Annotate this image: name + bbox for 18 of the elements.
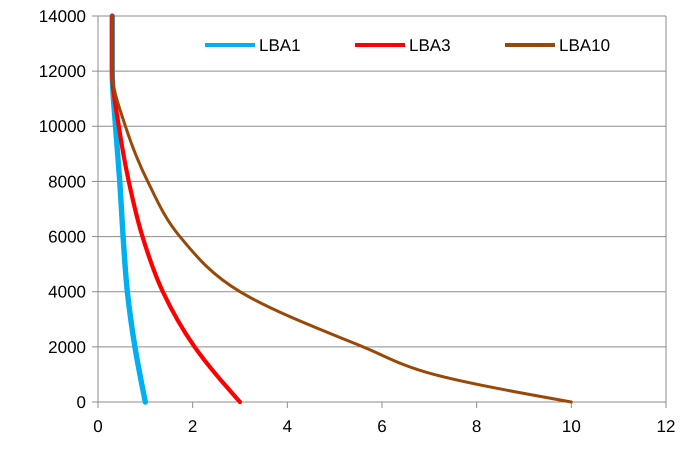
y-tick-label: 8000	[48, 172, 86, 192]
y-tick-label: 4000	[48, 282, 86, 302]
x-tick-label: 12	[656, 417, 676, 436]
x-tick-label: 6	[377, 417, 387, 436]
legend-label: LBA3	[409, 36, 451, 55]
y-tick-label: 12000	[38, 62, 86, 82]
y-tick-label: 10000	[38, 117, 86, 136]
y-tick-label: 2000	[48, 338, 86, 357]
x-tick-label: 4	[282, 417, 292, 436]
x-tick-label: 10	[562, 417, 581, 436]
x-tick-label: 2	[188, 417, 198, 436]
y-tick-label: 0	[76, 392, 86, 412]
y-tick-label: 14000	[38, 6, 86, 26]
legend-label: LBA1	[259, 36, 301, 55]
x-tick-label: 0	[93, 417, 103, 436]
x-tick-label: 8	[472, 417, 482, 436]
y-tick-label: 6000	[48, 228, 86, 247]
legend-label: LBA10	[559, 36, 610, 55]
